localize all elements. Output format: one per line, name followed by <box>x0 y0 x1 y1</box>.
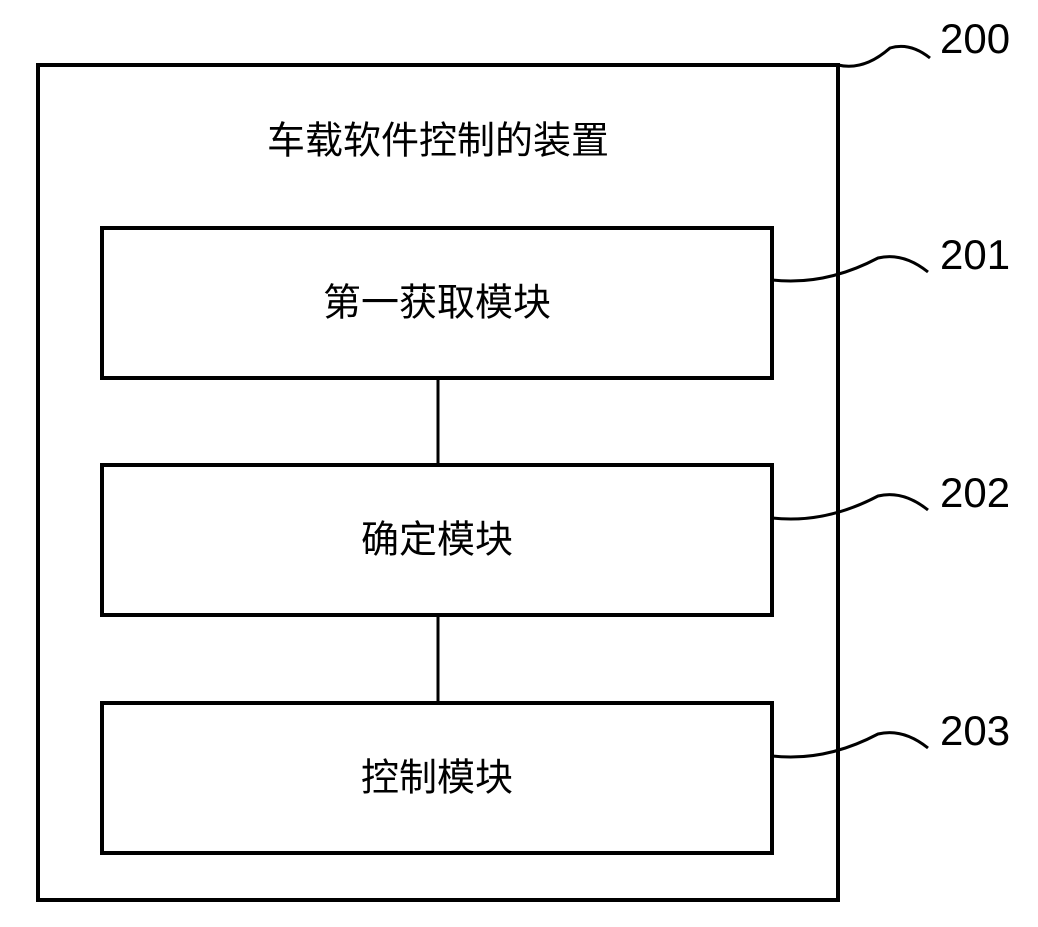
module-text-m1: 第一获取模块 <box>323 283 551 325</box>
module-label-m2: 202 <box>940 469 1010 516</box>
module-text-m2: 确定模块 <box>361 520 513 562</box>
module-label-m3: 203 <box>940 707 1010 754</box>
module-label-m1: 201 <box>940 231 1010 278</box>
module-text-m3: 控制模块 <box>361 758 513 800</box>
outer-box-label: 200 <box>940 15 1010 62</box>
diagram-title: 车载软件控制的装置 <box>267 121 609 163</box>
